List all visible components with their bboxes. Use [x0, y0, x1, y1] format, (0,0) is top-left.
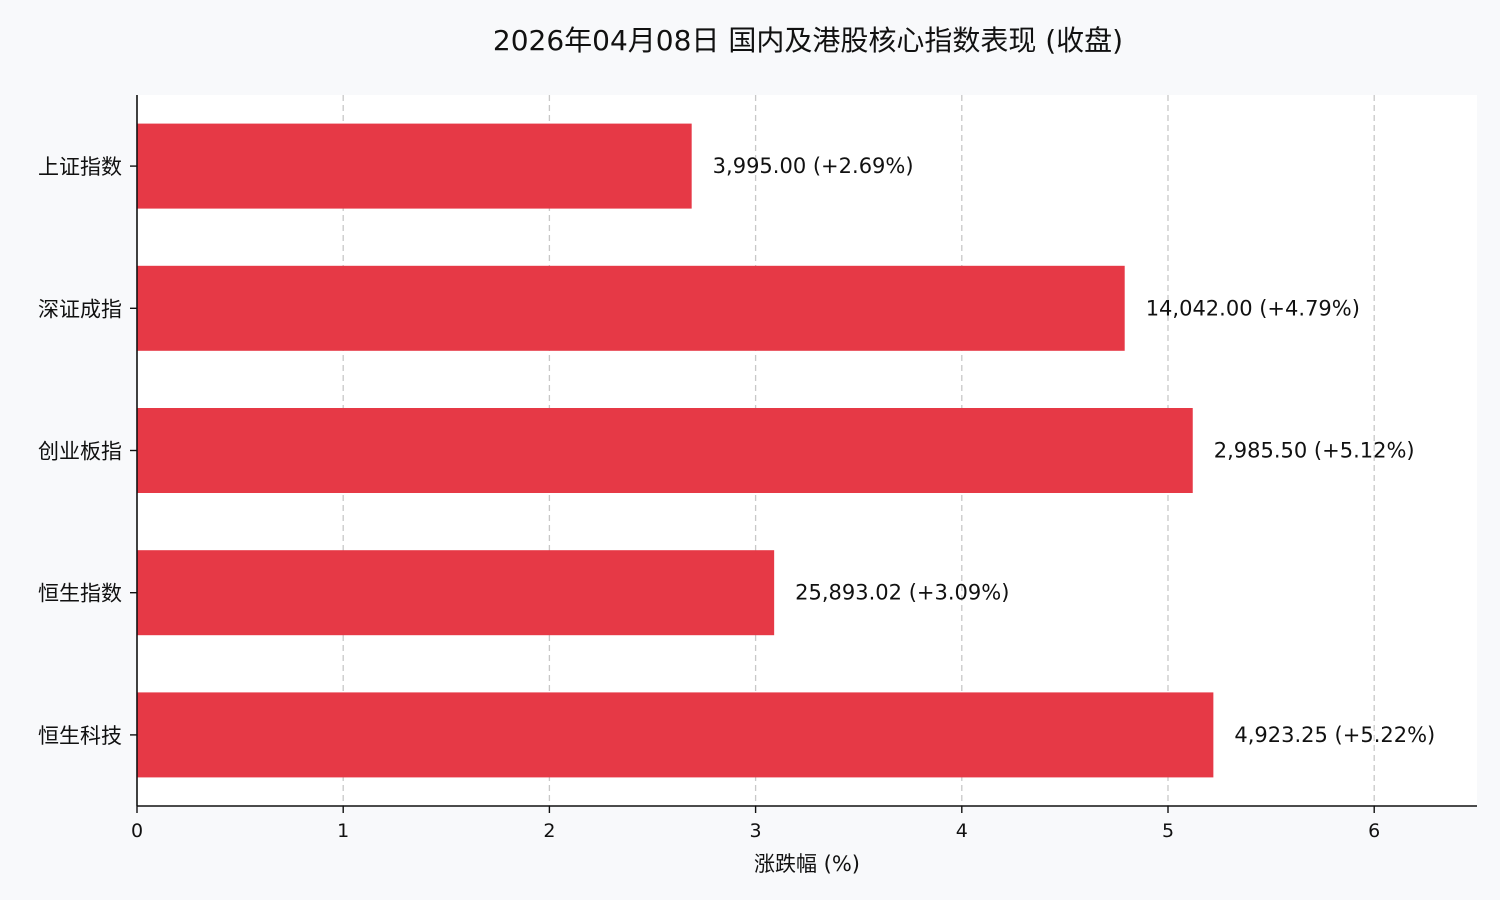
x-axis-title: 涨跌幅 (%): [754, 852, 860, 876]
category-label: 恒生指数: [38, 582, 122, 606]
category-label: 上证指数: [38, 155, 122, 179]
x-tick-label: 2: [543, 820, 555, 842]
bar: [137, 408, 1193, 493]
x-tick-label: 1: [337, 820, 349, 842]
category-label: 深证成指: [38, 297, 122, 321]
bar-value-label: 4,923.25 (+5.22%): [1234, 723, 1435, 747]
category-label: 恒生科技: [38, 724, 122, 748]
x-tick-label: 6: [1368, 820, 1380, 842]
axes: [136, 95, 1477, 807]
category-label: 创业板指: [38, 440, 122, 464]
x-tick-label: 5: [1162, 820, 1174, 842]
bar-value-label: 2,985.50 (+5.12%): [1214, 439, 1415, 463]
bar-value-label: 3,995.00 (+2.69%): [713, 154, 914, 178]
bars: [137, 123, 1214, 778]
x-tick-label: 3: [750, 820, 762, 842]
x-tick-label: 4: [956, 820, 968, 842]
chart-title: 2026年04月08日 国内及港股核心指数表现 (收盘): [493, 24, 1123, 57]
x-axis-ticks: 0 1 2 3 4 5 6: [131, 806, 1380, 842]
bar: [137, 692, 1214, 778]
x-tick-label: 0: [131, 820, 143, 842]
bar-value-label: 14,042.00 (+4.79%): [1146, 296, 1360, 320]
bar: [137, 550, 775, 636]
bar: [137, 123, 692, 209]
bar-value-label: 25,893.02 (+3.09%): [795, 581, 1009, 605]
data-labels: 3,995.00 (+2.69%) 14,042.00 (+4.79%) 2,985…: [713, 154, 1436, 747]
bar: [137, 265, 1125, 351]
